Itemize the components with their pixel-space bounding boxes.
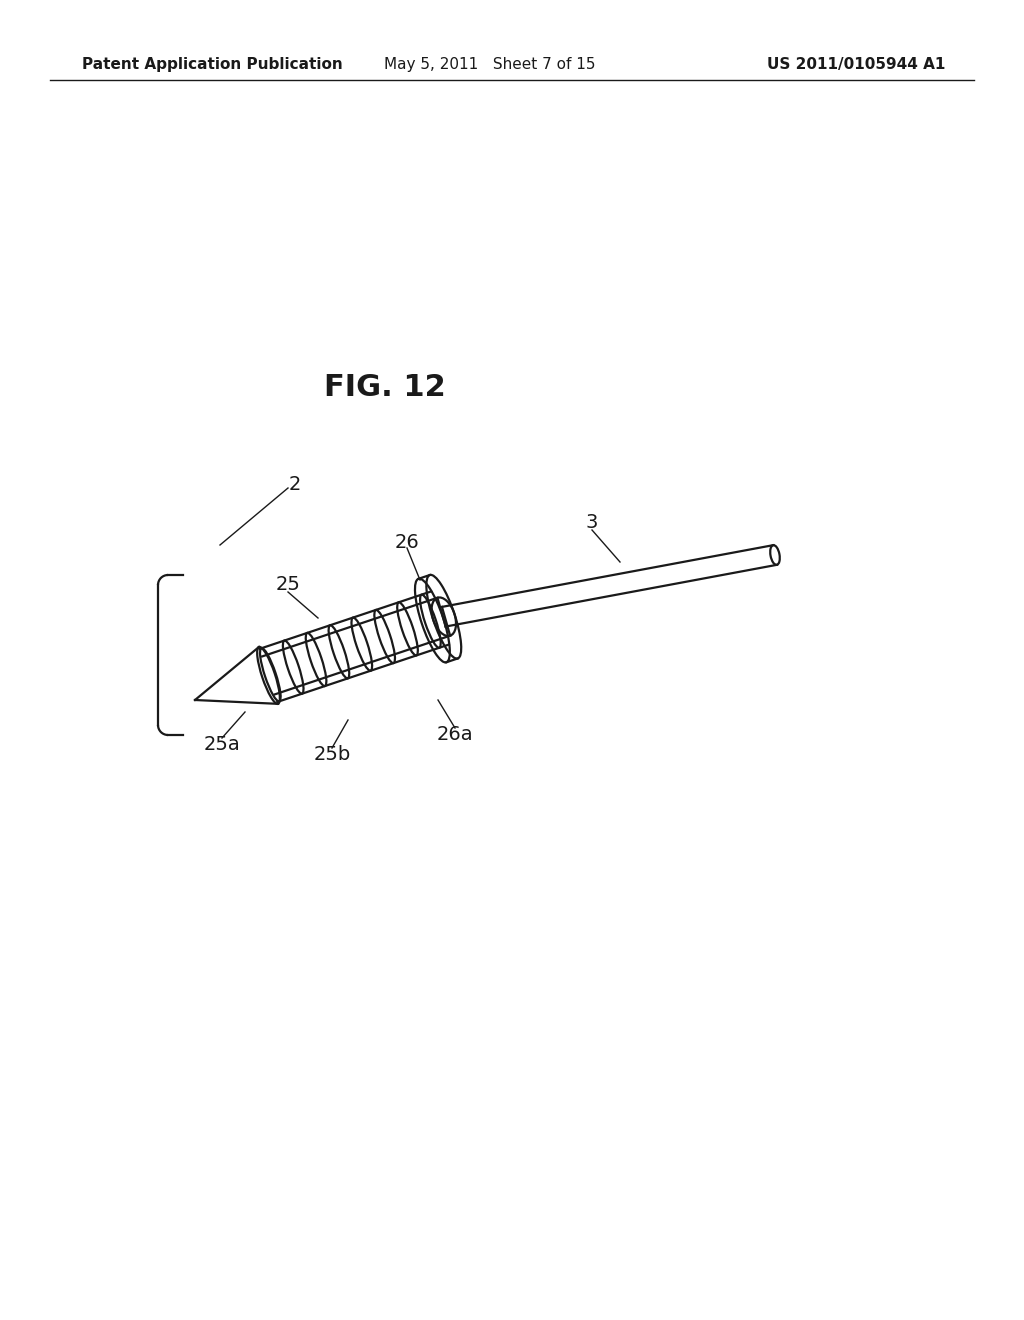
Text: US 2011/0105944 A1: US 2011/0105944 A1	[767, 58, 945, 73]
Text: FIG. 12: FIG. 12	[325, 374, 445, 403]
Text: 26: 26	[394, 532, 420, 552]
Text: Patent Application Publication: Patent Application Publication	[82, 58, 343, 73]
Text: 3: 3	[586, 513, 598, 532]
Text: 25b: 25b	[313, 746, 350, 764]
Text: 26a: 26a	[436, 726, 473, 744]
Text: May 5, 2011   Sheet 7 of 15: May 5, 2011 Sheet 7 of 15	[384, 58, 596, 73]
Text: 25: 25	[275, 576, 300, 594]
Text: 25a: 25a	[204, 735, 241, 755]
Text: 2: 2	[289, 475, 301, 495]
